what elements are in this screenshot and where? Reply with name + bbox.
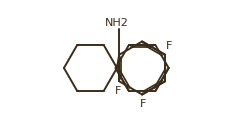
Text: F: F: [115, 86, 121, 96]
Text: F: F: [165, 41, 171, 51]
Text: F: F: [140, 99, 146, 109]
Text: NH2: NH2: [104, 18, 128, 27]
